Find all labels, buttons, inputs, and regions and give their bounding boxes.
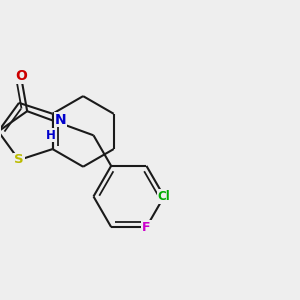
Text: O: O (15, 69, 27, 83)
Text: N: N (55, 112, 66, 127)
Text: S: S (14, 154, 24, 166)
Text: F: F (142, 220, 151, 233)
Text: Cl: Cl (158, 190, 170, 203)
Text: H: H (46, 129, 56, 142)
